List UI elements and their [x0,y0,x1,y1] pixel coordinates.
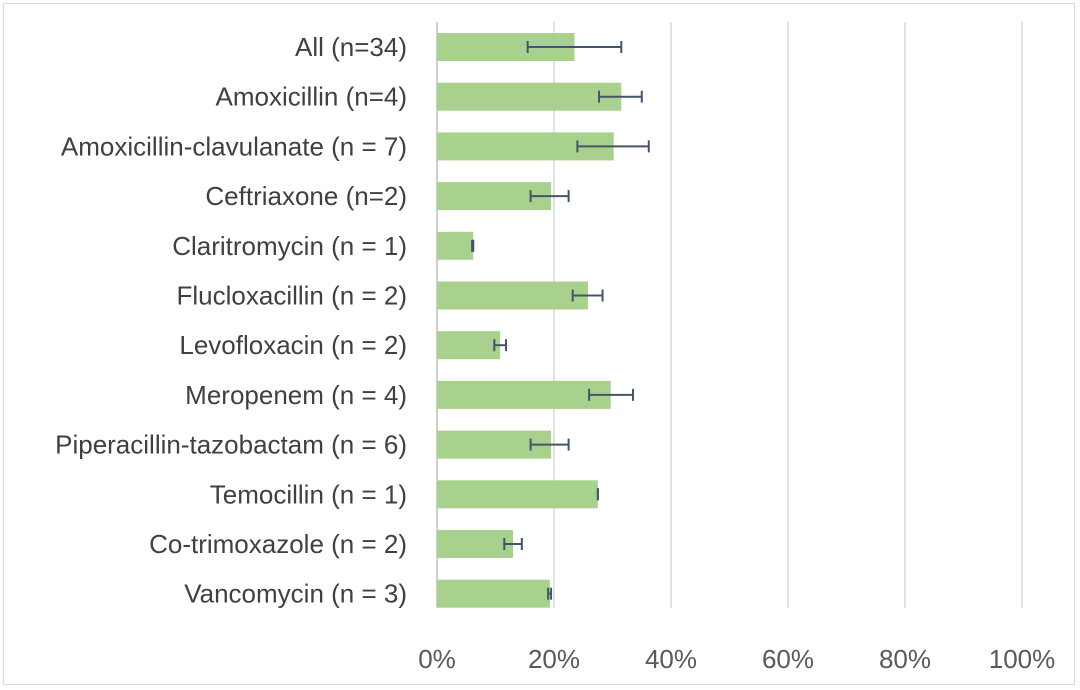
category-label: Vancomycin (n = 3) [184,579,407,609]
category-label: Amoxicillin-clavulanate (n = 7) [61,131,407,161]
error-bar [526,41,623,53]
error-bars [471,41,650,600]
error-bar [547,587,553,600]
error-bar [471,239,475,252]
bar [437,579,550,608]
error-bar [503,538,523,550]
error-bar [576,140,650,153]
error-bar [529,190,570,203]
bar [437,380,611,409]
category-label: Co-trimoxazole (n = 2) [149,529,407,559]
bar [437,231,474,260]
category-label: Temocillin (n = 1) [210,479,407,509]
category-label: Ceftriaxone (n=2) [205,181,407,211]
category-label: Piperacillin-tazobactam (n = 6) [55,430,407,460]
category-label: Flucloxacillin (n = 2) [177,281,407,311]
x-tick-label: 40% [645,644,697,674]
bar [437,281,588,310]
x-tick-labels: 0% 20% 40% 60% 80% 100% [418,644,1055,674]
x-tick-label: 20% [528,644,580,674]
category-label: Levofloxacin (n = 2) [179,330,407,360]
x-tick-label: 100% [989,644,1056,674]
error-bar [598,90,643,103]
error-bar [571,289,604,302]
bar [437,530,514,558]
error-bar [529,438,570,451]
category-label: Claritromycin (n = 1) [172,231,407,261]
bar [437,480,598,509]
category-labels: All (n=34) Amoxicillin (n=4) Amoxicillin-c… [55,32,407,609]
category-label: Amoxicillin (n=4) [216,82,407,112]
error-bar [588,388,634,401]
x-tick-label: 60% [762,644,814,674]
chart-frame: All (n=34) Amoxicillin (n=4) Amoxicillin-c… [3,3,1075,685]
x-tick-label: 0% [418,644,456,674]
gridlines [436,22,1023,608]
category-label: Meropenem (n = 4) [185,380,407,410]
bar-chart: All (n=34) Amoxicillin (n=4) Amoxicillin-c… [55,22,1055,674]
category-label: All (n=34) [295,32,407,62]
bar [437,82,622,111]
bars [437,33,622,608]
x-tick-label: 80% [879,644,931,674]
bar [437,331,501,360]
error-bar [493,339,508,352]
